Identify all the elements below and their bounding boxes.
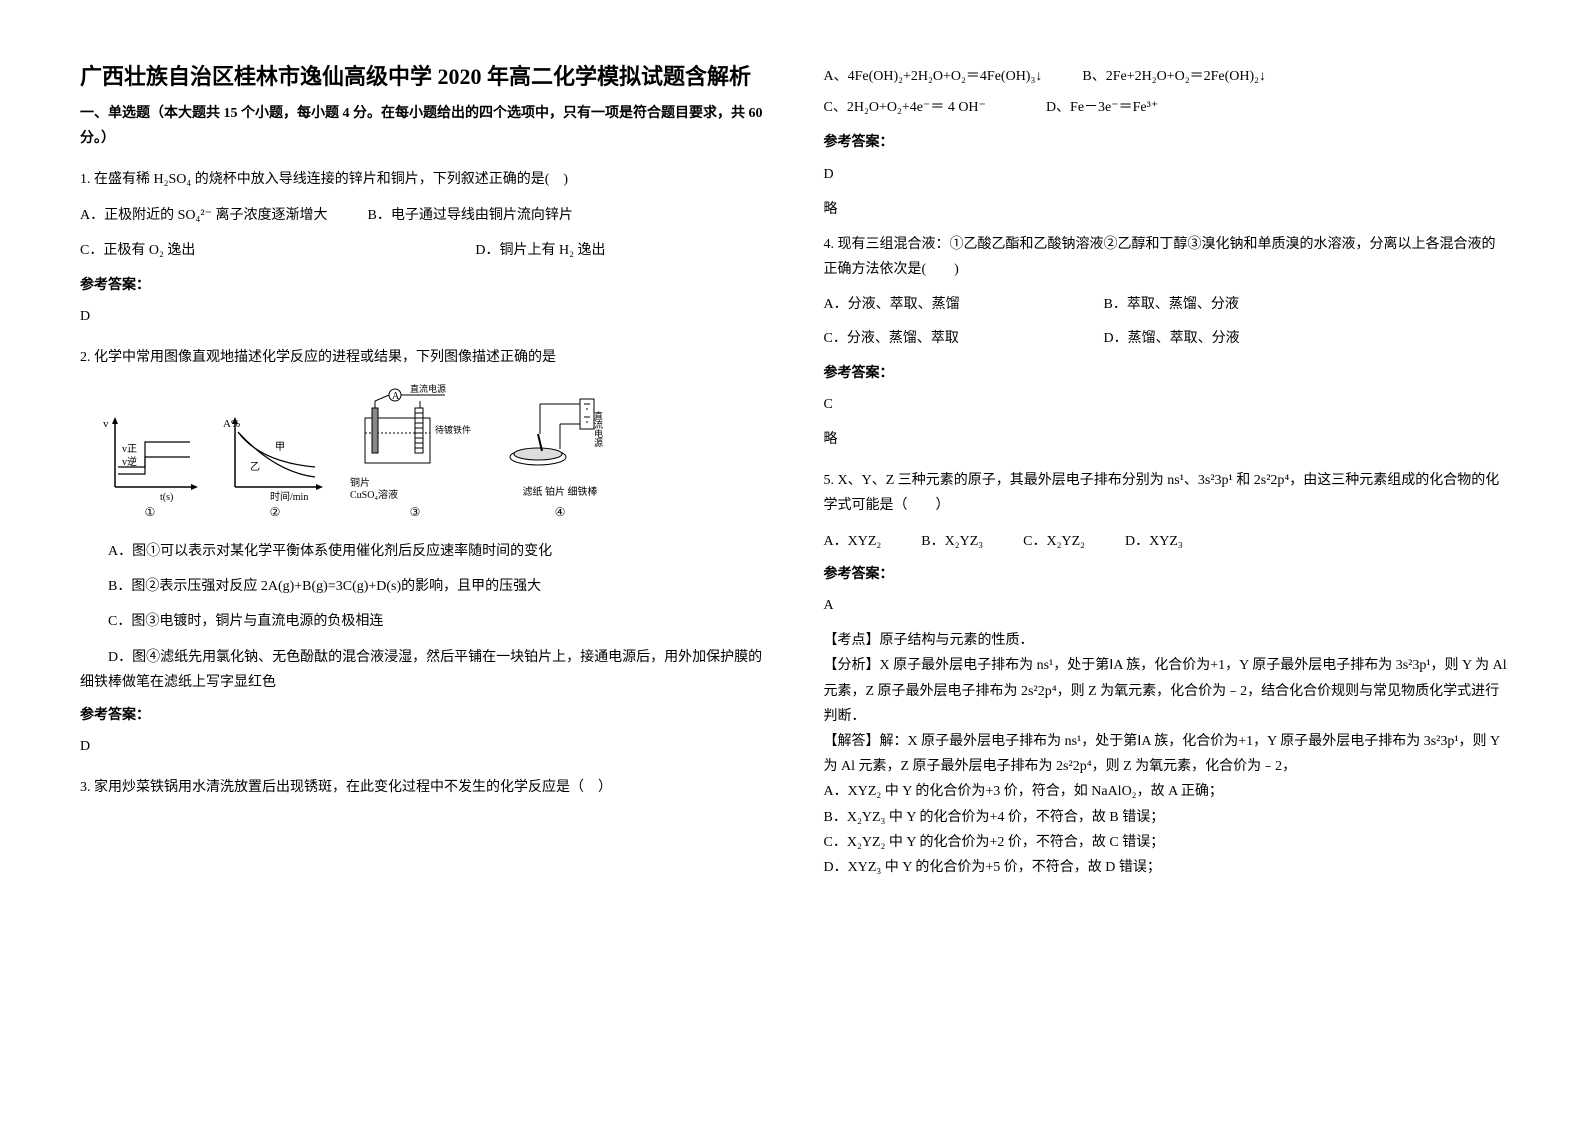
q3-answer-label: 参考答案： [824,130,1508,155]
fig3-cu-label: 铜片 [350,478,370,489]
q5-option-b: B．X₂YZ₃ [921,529,983,554]
q1-text: 1. 在盛有稀 H₂SO₄ 的烧杯中放入导线连接的锌片和铜片，下列叙述正确的是(… [80,167,764,192]
figure-1: v v正 v逆 t(s) ① [100,412,200,524]
q3-answer: D [824,162,1508,187]
q5-answer: A [824,593,1508,618]
q5-option-d: D．XYZ₃ [1125,529,1183,554]
q5-option-c: C．X₂YZ₂ [1023,529,1085,554]
figure-2: A% 甲 乙 时间/min ② [220,412,330,524]
q5-text: 5. X、Y、Z 三种元素的原子，其最外层电子排布分别为 ns¹、3s²3p¹ … [824,468,1508,518]
q2-answer: D [80,734,764,759]
q3-text: 3. 家用炒菜铁锅用水清洗放置后出现锈斑，在此变化过程中不发生的化学反应是（ ） [80,775,764,800]
svg-text:v正: v正 [122,444,137,455]
left-column: 广西壮族自治区桂林市逸仙高级中学 2020 年高二化学模拟试题含解析 一、单选题… [80,60,764,896]
q2-figures: v v正 v逆 t(s) ① A% [100,383,764,524]
q4-option-a: A．分液、萃取、蒸馏 [824,292,1064,317]
q5-option-a: A．XYZ₂ [824,529,882,554]
q1-option-c: C．正极有 O₂ 逸出 [80,238,195,263]
q5-point-label: 【考点】 [824,633,880,648]
q2-answer-label: 参考答案： [80,703,764,728]
q5-analysis: X 原子最外层电子排布为 ns¹，处于第ⅠA 族，化合价为+1，Y 原子最外层电… [824,658,1507,723]
q2-option-d: D．图④滤纸先用氯化钠、无色酚酞的混合液浸湿，然后平铺在一块铂片上，接通电源后，… [80,650,762,690]
fig1-label: ① [100,502,200,524]
question-2: 2. 化学中常用图像直观地描述化学反应的进程或结果，下列图像描述正确的是 v v… [80,345,764,759]
q1-option-b: B．电子通过导线由铜片流向锌片 [367,203,572,228]
svg-text:v: v [103,418,109,430]
q2-text: 2. 化学中常用图像直观地描述化学反应的进程或结果，下列图像描述正确的是 [80,345,764,370]
svg-text:A%: A% [223,418,240,430]
fig4-paper-label: 滤纸 [523,487,543,498]
q4-option-d: D．蒸馏、萃取、分液 [1104,326,1240,351]
question-1: 1. 在盛有稀 H₂SO₄ 的烧杯中放入导线连接的锌片和铜片，下列叙述正确的是(… [80,167,764,329]
q4-note: 略 [824,427,1508,452]
figure-4: 直流电源 滤纸 铂片 细铁棒 ④ [500,389,620,524]
q1-option-d: D．铜片上有 H₂ 逸出 [475,238,605,263]
q1-answer: D [80,304,764,329]
q5-analysis-label: 【分析】 [824,658,880,673]
svg-text:待镀铁件: 待镀铁件 [435,424,471,435]
q5-solve-label: 【解答】 [824,734,880,749]
q3-option-a: A、4Fe(OH)₂+2H₂O+O₂＝4Fe(OH)₃↓ [824,64,1043,89]
q3-note: 略 [824,197,1508,222]
q5-answer-label: 参考答案： [824,562,1508,587]
svg-text:A: A [392,391,400,402]
fig3-cuso4-label: CuSO₄溶液 [350,490,398,501]
fig4-label: ④ [500,502,620,524]
q2-option-a: A．图①可以表示对某化学平衡体系使用催化剂后反应速率随时间的变化 [108,539,764,564]
figure-3: A 直流电源 待镀铁件 [350,383,480,524]
fig3-label: ③ [350,502,480,524]
q4-option-c: C．分液、蒸馏、萃取 [824,326,1064,351]
svg-text:甲: 甲 [275,442,285,453]
q5-solve-c: C．X₂YZ₂ 中 Y 的化合价为+2 价，不符合，故 C 错误； [824,830,1508,855]
svg-text:乙: 乙 [250,461,260,473]
q4-answer: C [824,392,1508,417]
svg-text:t(s): t(s) [160,492,173,502]
q2-option-c: C．图③电镀时，铜片与直流电源的负极相连 [108,609,764,634]
fig4-pt-label: 铂片 [545,487,565,498]
q4-option-b: B．萃取、蒸馏、分液 [1104,292,1239,317]
q5-point: 原子结构与元素的性质． [880,633,1034,648]
q1-option-a: A．正极附近的 SO₄²⁻ 离子浓度逐渐增大 [80,203,327,228]
q3-option-d: D、Fe－3e⁻＝Fe³⁺ [1046,95,1158,120]
svg-text:v逆: v逆 [122,455,137,468]
svg-text:直流电源: 直流电源 [593,409,603,447]
q4-text: 4. 现有三组混合液：①乙酸乙酯和乙酸钠溶液②乙醇和丁醇③溴化钠和单质溴的水溶液… [824,232,1508,282]
q5-solve-d: D．XYZ₃ 中 Y 的化合价为+5 价，不符合，故 D 错误； [824,855,1508,880]
q5-solve-b: B．X₂YZ₃ 中 Y 的化合价为+4 价，不符合，故 B 错误； [824,805,1508,830]
q5-solve-a: A．XYZ₂ 中 Y 的化合价为+3 价，符合，如 NaAlO₂，故 A 正确； [824,779,1508,804]
svg-text:直流电源: 直流电源 [410,383,446,394]
q3-option-b: B、2Fe+2H₂O+O₂＝2Fe(OH)₂↓ [1082,64,1266,89]
fig2-label: ② [220,502,330,524]
svg-text:时间/min: 时间/min [270,490,308,502]
question-3: 3. 家用炒菜铁锅用水清洗放置后出现锈斑，在此变化过程中不发生的化学反应是（ ） [80,775,764,800]
q4-answer-label: 参考答案： [824,361,1508,386]
right-column: A、4Fe(OH)₂+2H₂O+O₂＝4Fe(OH)₃↓ B、2Fe+2H₂O+… [824,60,1508,896]
q1-answer-label: 参考答案： [80,273,764,298]
section-instruction: 一、单选题（本大题共 15 个小题，每小题 4 分。在每小题给出的四个选项中，只… [80,101,764,151]
q2-option-b: B．图②表示压强对反应 2A(g)+B(g)=3C(g)+D(s)的影响，且甲的… [108,574,764,599]
q3-option-c: C、2H₂O+O₂+4e⁻＝ 4 OH⁻ [824,95,986,120]
q5-solve-intro: 解：X 原子最外层电子排布为 ns¹，处于第ⅠA 族，化合价为+1，Y 原子最外… [824,734,1500,774]
question-5: 5. X、Y、Z 三种元素的原子，其最外层电子排布分别为 ns¹、3s²3p¹ … [824,468,1508,880]
fig4-fe-label: 细铁棒 [568,487,598,498]
question-4: 4. 现有三组混合液：①乙酸乙酯和乙酸钠溶液②乙醇和丁醇③溴化钠和单质溴的水溶液… [824,232,1508,452]
exam-title: 广西壮族自治区桂林市逸仙高级中学 2020 年高二化学模拟试题含解析 [80,60,764,93]
